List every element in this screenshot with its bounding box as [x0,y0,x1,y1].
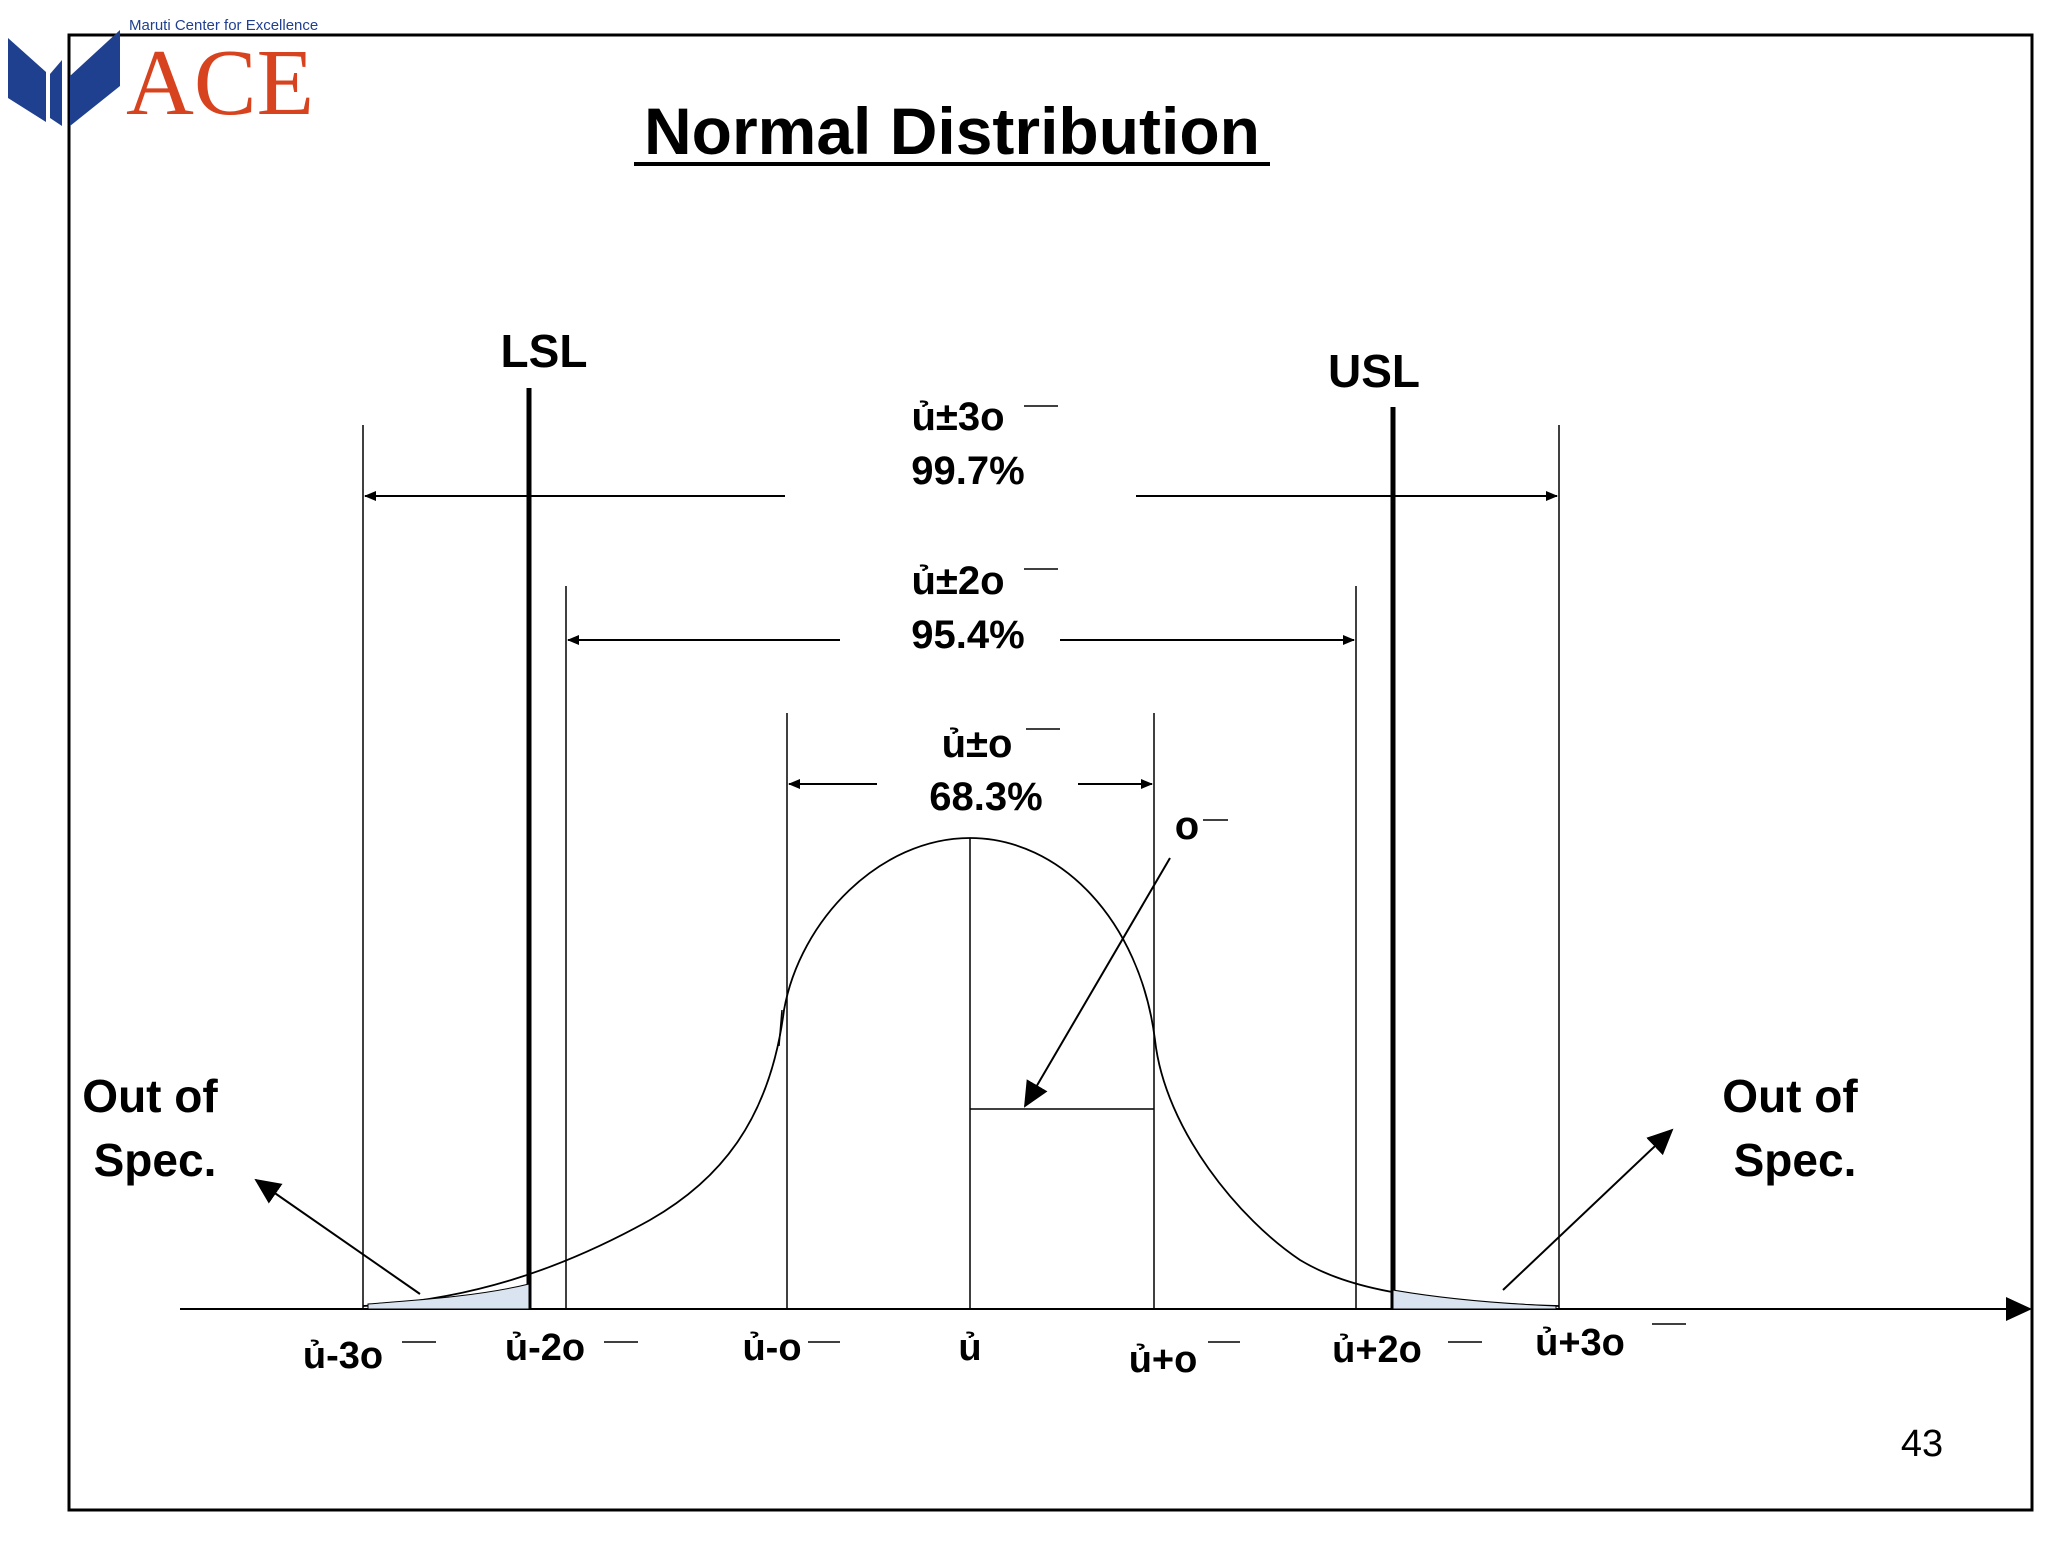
out-of-spec-left-line1: Out of [82,1070,218,1122]
logo-wing-right [70,30,120,126]
tick-label-plus-2sigma: ủ+2o [1332,1329,1422,1371]
range-3sigma: ủ±3o 99.7% [364,395,1558,501]
range-2sigma-label: ủ±2o [911,559,1004,603]
out-of-spec-right: Out of Spec. [1502,1070,1858,1291]
out-of-spec-left: Out of Spec. [82,1070,421,1295]
axis-tick-labels: ủ-3o ủ-2o ủ-o ủ ủ+o ủ+2o ủ+3o [303,1322,1686,1381]
tick-label-minus-1sigma: ủ-o [742,1327,801,1369]
page-number: 43 [1901,1423,1943,1465]
tick-label-minus-3sigma: ủ-3o [303,1335,383,1377]
tick-label-plus-3sigma: ủ+3o [1535,1322,1625,1364]
ace-logo: Maruti Center for Excellence ACE [8,17,318,135]
range-2sigma-percent: 95.4% [911,613,1024,657]
tick-label-plus-1sigma: ủ+o [1129,1339,1198,1381]
range-1sigma-label: ủ±o [942,722,1013,766]
left-tail-shade [367,1283,530,1310]
out-of-spec-left-arrow [254,1178,421,1295]
inflection-mark [778,1009,783,1047]
logo-wing-mid [50,60,62,126]
logo-wing-left [8,38,46,122]
range-3sigma-label: ủ±3o [911,395,1004,439]
out-of-spec-right-line1: Out of [1722,1070,1858,1122]
out-of-spec-left-line2: Spec. [94,1134,217,1186]
page-title: Normal Distribution [644,94,1260,168]
out-of-spec-right-line2: Spec. [1734,1134,1857,1186]
out-of-spec-right-arrow [1502,1128,1674,1291]
range-3sigma-percent: 99.7% [911,449,1024,493]
range-2sigma: ủ±2o 95.4% [567,559,1355,657]
range-1sigma: ủ±o 68.3% [788,722,1153,819]
lsl-label: LSL [501,325,588,377]
tick-label-mean: ủ [958,1327,981,1369]
usl-label: USL [1328,345,1420,397]
slide-frame [67,33,2034,1512]
tick-label-minus-2sigma: ủ-2o [505,1327,585,1369]
range-1sigma-percent: 68.3% [929,775,1042,819]
logo-name: ACE [126,31,314,135]
logo-tagline: Maruti Center for Excellence [129,17,318,34]
right-tail-shade [1392,1289,1557,1310]
normal-curve [362,837,1560,1307]
sigma-label: o [1175,804,1199,848]
sigma-pointer-arrow [1023,857,1171,1108]
